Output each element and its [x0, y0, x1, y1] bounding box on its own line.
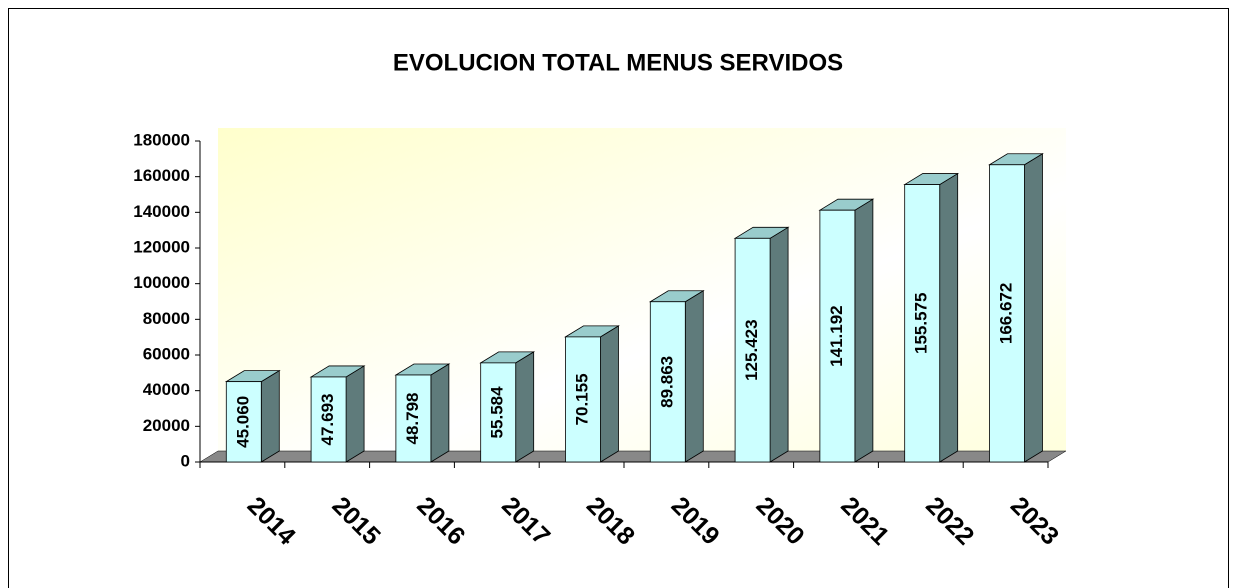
- y-tick-label: 80000: [143, 309, 190, 328]
- frame: [8, 8, 1229, 588]
- bar: [395, 374, 432, 463]
- value-label: 45.060: [233, 396, 252, 448]
- bar-side: [515, 351, 535, 463]
- value-label: 89.863: [657, 356, 676, 408]
- x-tick-label: 2019: [666, 491, 725, 550]
- y-tick-label: 0: [181, 451, 190, 470]
- bar-side: [1024, 153, 1043, 463]
- bar-side: [684, 290, 704, 463]
- y-tick-label: 40000: [143, 380, 190, 399]
- bar-side: [854, 198, 874, 463]
- bar-side: [345, 365, 365, 463]
- bar: [649, 301, 686, 463]
- x-tick-label: 2018: [581, 491, 640, 550]
- bar-side: [939, 172, 959, 463]
- y-tick-label: 60000: [143, 344, 190, 363]
- y-tick-label: 120000: [133, 237, 190, 256]
- y-tick-label: 140000: [133, 202, 190, 221]
- bar: [310, 376, 347, 463]
- x-tick-label: 2017: [496, 491, 555, 550]
- y-tick-label: 180000: [133, 130, 190, 149]
- x-tick-label: 2022: [920, 491, 979, 550]
- bar-side: [600, 325, 619, 463]
- x-tick-label: 2015: [327, 491, 386, 550]
- bar: [734, 237, 771, 463]
- x-tick-label: 2023: [1005, 491, 1064, 550]
- chart-title: EVOLUCION TOTAL MENUS SERVIDOS: [393, 49, 843, 76]
- bar: [225, 381, 262, 463]
- value-label: 48.798: [403, 392, 422, 444]
- bar: [565, 336, 601, 463]
- x-tick-label: 2016: [411, 491, 470, 550]
- bar: [904, 184, 941, 463]
- value-label: 125.423: [742, 319, 761, 380]
- y-tick-label: 20000: [143, 416, 190, 435]
- x-tick-label: 2020: [751, 491, 810, 550]
- bar-side: [430, 363, 450, 463]
- bar: [989, 164, 1025, 463]
- value-label: 70.155: [572, 373, 591, 425]
- bar: [480, 362, 517, 463]
- bar-side: [769, 226, 789, 463]
- value-label: 166.672: [996, 283, 1015, 344]
- x-tick-label: 2021: [835, 491, 894, 550]
- bar: [819, 209, 856, 463]
- value-label: 55.584: [488, 386, 507, 439]
- bar-side: [260, 369, 280, 463]
- y-tick-label: 160000: [133, 166, 190, 185]
- value-label: 155.575: [912, 293, 931, 354]
- value-label: 47.693: [318, 393, 337, 445]
- x-tick-label: 2014: [242, 491, 301, 550]
- value-label: 141.192: [827, 305, 846, 366]
- y-tick-label: 100000: [133, 273, 190, 292]
